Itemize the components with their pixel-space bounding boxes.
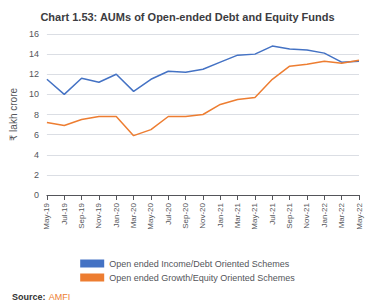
svg-text:₹ lakh crore: ₹ lakh crore <box>8 88 19 141</box>
svg-text:Open ended Growth/Equity Orien: Open ended Growth/Equity Oriented Scheme… <box>109 273 295 283</box>
svg-text:May-21: May-21 <box>250 202 259 229</box>
svg-text:Jan-22: Jan-22 <box>320 202 329 227</box>
svg-text:16: 16 <box>29 29 39 39</box>
svg-text:Chart 1.53: AUMs of Open-ended: Chart 1.53: AUMs of Open-ended Debt and … <box>40 11 334 23</box>
svg-text:Jul-20: Jul-20 <box>164 202 173 224</box>
svg-text:Nov-21: Nov-21 <box>302 202 311 228</box>
svg-text:Mar-20: Mar-20 <box>129 202 138 228</box>
svg-text:Jan-21: Jan-21 <box>216 202 225 227</box>
svg-text:AMFI: AMFI <box>49 292 71 302</box>
svg-text:Jan-20: Jan-20 <box>112 202 121 227</box>
svg-text:4: 4 <box>34 150 39 160</box>
svg-text:May-19: May-19 <box>42 202 51 229</box>
svg-text:May-22: May-22 <box>355 202 364 229</box>
svg-text:Sep-21: Sep-21 <box>285 202 294 228</box>
svg-text:Nov-20: Nov-20 <box>198 202 207 228</box>
svg-text:14: 14 <box>29 49 39 59</box>
svg-text:Jul-21: Jul-21 <box>268 202 277 224</box>
svg-text:Nov-19: Nov-19 <box>94 202 103 228</box>
svg-text:Mar-22: Mar-22 <box>337 202 346 228</box>
svg-text:Source:: Source: <box>12 292 46 302</box>
svg-text:6: 6 <box>34 130 39 140</box>
svg-text:Jul-19: Jul-19 <box>60 202 69 224</box>
svg-text:10: 10 <box>29 89 39 99</box>
svg-text:Sep-20: Sep-20 <box>181 202 190 228</box>
svg-text:May-20: May-20 <box>146 202 155 229</box>
svg-text:2: 2 <box>34 170 39 180</box>
svg-text:8: 8 <box>34 110 39 120</box>
svg-text:Open ended Income/Debt Oriente: Open ended Income/Debt Oriented Schemes <box>109 259 290 269</box>
svg-text:Mar-21: Mar-21 <box>233 202 242 228</box>
svg-text:Sep-19: Sep-19 <box>77 202 86 228</box>
svg-text:12: 12 <box>29 69 39 79</box>
svg-text:0: 0 <box>34 190 39 200</box>
